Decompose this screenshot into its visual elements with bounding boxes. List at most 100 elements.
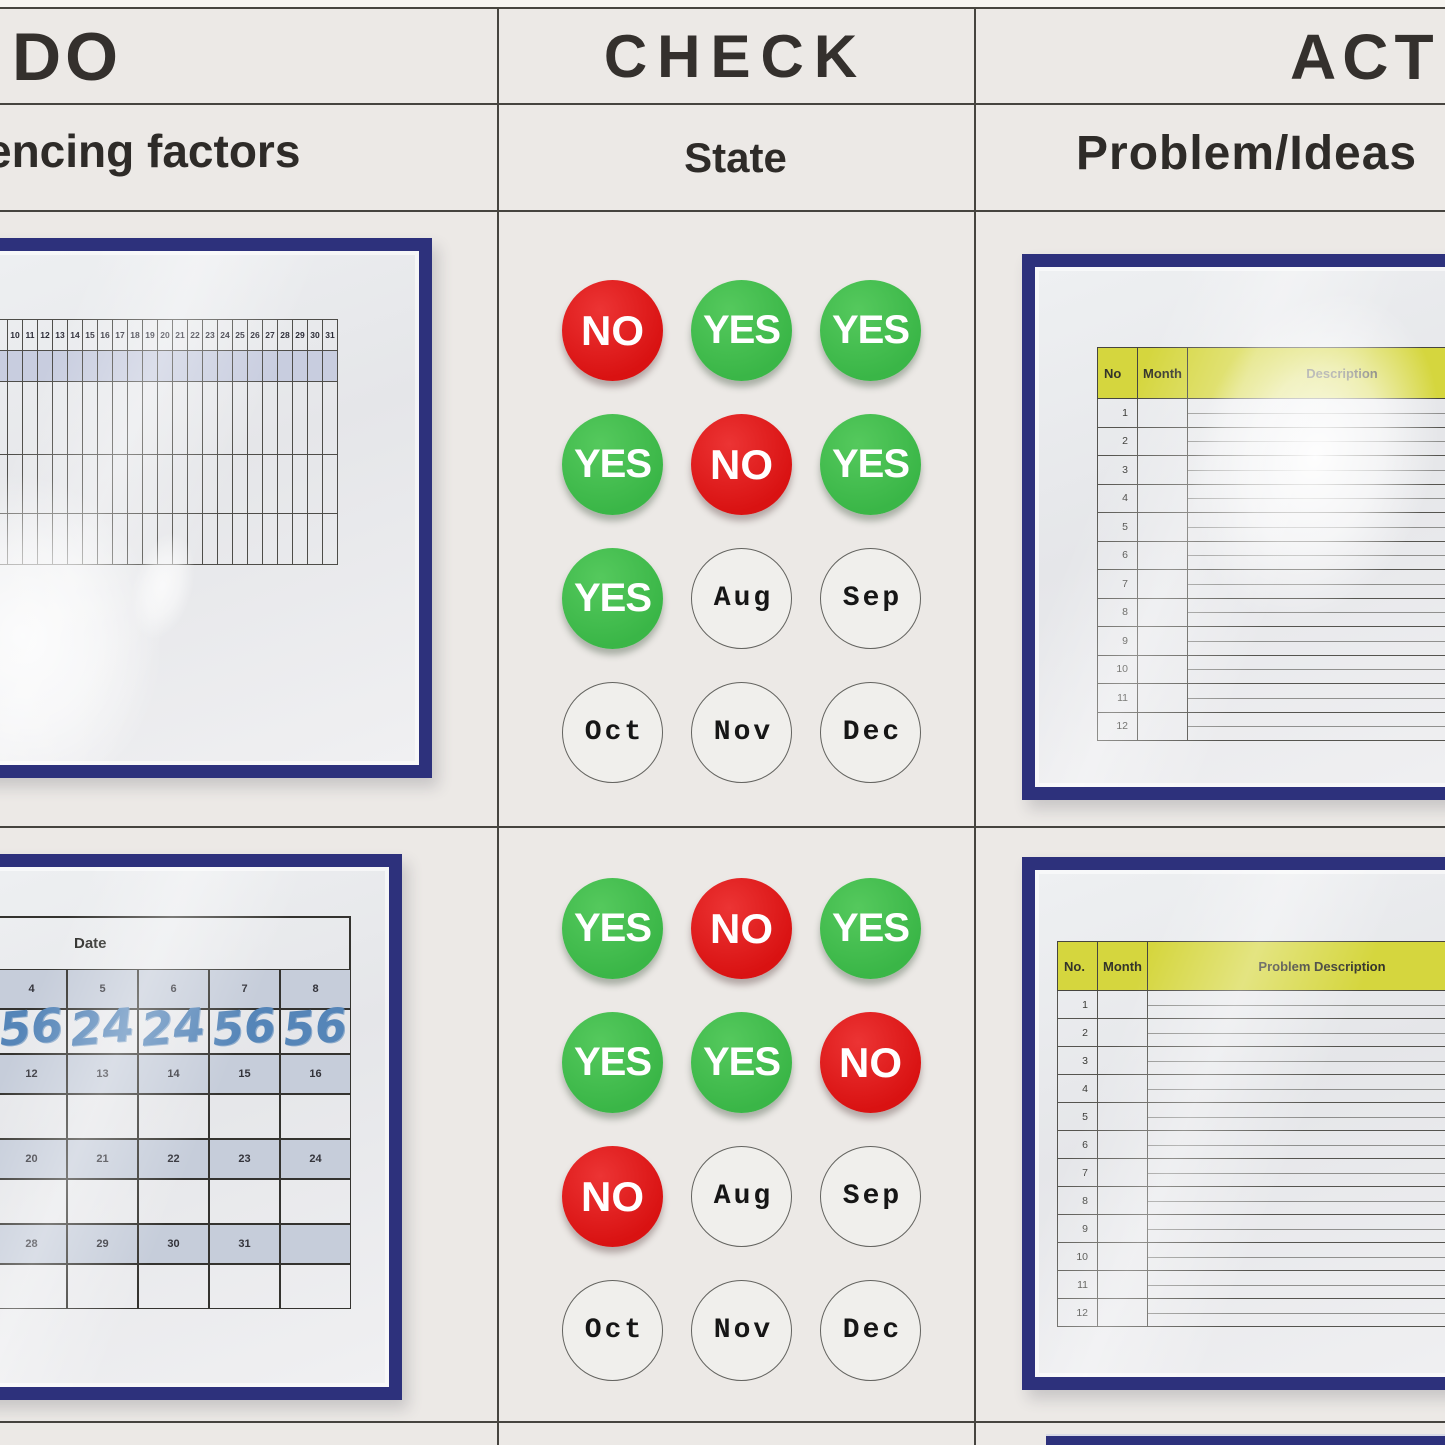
partial-frame-edge bbox=[1046, 1434, 1445, 1445]
yes-magnet[interactable]: YES bbox=[562, 1012, 663, 1113]
act-bottom-document-frame: No. Month Problem Description 1 2 3 4 5 6 7 8 9 10 11… bbox=[1022, 857, 1445, 1390]
description-midline bbox=[1188, 526, 1445, 528]
calendar-day-cell: 30 bbox=[138, 1224, 209, 1264]
no-magnet[interactable]: NO bbox=[562, 280, 663, 381]
table-header-row: No Month Description bbox=[1097, 347, 1445, 399]
no-magnet[interactable]: NO bbox=[691, 878, 792, 979]
description-midline bbox=[1188, 726, 1445, 728]
yes-magnet[interactable]: YES bbox=[820, 414, 921, 515]
yes-magnet[interactable]: YES bbox=[562, 414, 663, 515]
no-magnet[interactable]: NO bbox=[691, 414, 792, 515]
calendar-entry-cell bbox=[67, 1264, 138, 1309]
grid-cell bbox=[308, 382, 323, 454]
no-magnet[interactable]: NO bbox=[820, 1012, 921, 1113]
calendar-entry-cell bbox=[138, 1094, 209, 1139]
grid-cell bbox=[0, 455, 8, 513]
description-cell bbox=[1148, 1103, 1445, 1130]
day-cell: 22 bbox=[188, 320, 203, 350]
table-row: 6 bbox=[1097, 541, 1445, 570]
grid-row bbox=[0, 514, 338, 565]
board-line-horizontal bbox=[0, 7, 1445, 9]
calendar-entry-cell bbox=[280, 1179, 351, 1224]
description-cell bbox=[1188, 656, 1445, 684]
grid-cell bbox=[143, 514, 158, 564]
grid-cell bbox=[68, 382, 83, 454]
description-cell bbox=[1188, 713, 1445, 741]
calendar-entry-cell bbox=[138, 1264, 209, 1309]
yes-magnet[interactable]: YES bbox=[820, 878, 921, 979]
day-cell: 23 bbox=[203, 320, 218, 350]
act-bottom-paper: No. Month Problem Description 1 2 3 4 5 6 7 8 9 10 11… bbox=[1035, 870, 1445, 1377]
calendar-entry-cell: 56 bbox=[209, 997, 280, 1057]
grid-cell bbox=[308, 351, 323, 381]
yes-magnet[interactable]: YES bbox=[691, 1012, 792, 1113]
yes-magnet[interactable]: YES bbox=[820, 280, 921, 381]
grid-cell bbox=[68, 351, 83, 381]
description-cell bbox=[1148, 1243, 1445, 1270]
grid-cell bbox=[8, 382, 23, 454]
yes-magnet[interactable]: YES bbox=[562, 878, 663, 979]
grid-cell bbox=[263, 455, 278, 513]
yes-magnet[interactable]: YES bbox=[562, 548, 663, 649]
description-cell bbox=[1188, 599, 1445, 627]
table-row: 5 bbox=[1057, 1103, 1445, 1131]
yes-magnet[interactable]: YES bbox=[691, 280, 792, 381]
description-midline bbox=[1148, 1032, 1445, 1034]
month-cell bbox=[1138, 570, 1188, 598]
grid-cell bbox=[233, 455, 248, 513]
table-row: 11 bbox=[1057, 1271, 1445, 1299]
month-cell bbox=[1098, 991, 1148, 1018]
grid-cell bbox=[323, 351, 338, 381]
grid-cell bbox=[68, 514, 83, 564]
grid-cell bbox=[158, 514, 173, 564]
grid-cell bbox=[143, 351, 158, 381]
grid-cell bbox=[158, 351, 173, 381]
status-row: YES Aug Sep bbox=[562, 548, 921, 649]
day-cell: 28 bbox=[278, 320, 293, 350]
table-row: 7 bbox=[1097, 570, 1445, 599]
grid-cell bbox=[0, 351, 8, 381]
month-slot-sep: Sep bbox=[820, 1146, 921, 1247]
month-slot-dec: Dec bbox=[820, 1280, 921, 1381]
description-midline bbox=[1148, 1256, 1445, 1258]
description-midline bbox=[1148, 1200, 1445, 1202]
status-row: YES YES NO bbox=[562, 1012, 921, 1113]
description-cell bbox=[1188, 399, 1445, 427]
month-slot-aug: Aug bbox=[691, 548, 792, 649]
description-midline bbox=[1188, 555, 1445, 557]
description-midline bbox=[1148, 1312, 1445, 1314]
calendar-entry-cell: 56 bbox=[0, 997, 67, 1057]
month-cell bbox=[1138, 684, 1188, 712]
day-cell: 24 bbox=[218, 320, 233, 350]
grid-cell bbox=[98, 514, 113, 564]
calendar-day-cell: 8 bbox=[280, 969, 351, 1009]
calendar-entry-cell bbox=[209, 1179, 280, 1224]
description-cell bbox=[1148, 1271, 1445, 1298]
grid-cell bbox=[218, 455, 233, 513]
calendar-entry-cell bbox=[0, 1094, 67, 1139]
table-row: 9 bbox=[1057, 1215, 1445, 1243]
calendar-entry-cell: 56 bbox=[280, 997, 351, 1057]
grid-cell bbox=[113, 455, 128, 513]
calendar-day-cell: 12 bbox=[0, 1054, 67, 1094]
month-slot-nov: Nov bbox=[691, 682, 792, 783]
grid-cell bbox=[0, 382, 8, 454]
grid-cell bbox=[278, 382, 293, 454]
table-row: 8 bbox=[1097, 598, 1445, 627]
day-cell: 10 bbox=[8, 320, 23, 350]
grid-cell bbox=[173, 455, 188, 513]
do-bottom-document-frame: Date 4 5 6 7 8 56 24 24 56 56 12 13 14 15 16 20 21 22 23 24 2… bbox=[0, 854, 402, 1400]
description-cell bbox=[1148, 1215, 1445, 1242]
description-cell bbox=[1188, 485, 1445, 513]
row-number-cell: 7 bbox=[1098, 570, 1138, 598]
day-number-row: 10 11 12 13 14 15 16 17 18 19 20 21 22 23 24 25 26 27 28 29… bbox=[0, 319, 338, 351]
table-row: 12 bbox=[1097, 712, 1445, 741]
no-magnet[interactable]: NO bbox=[562, 1146, 663, 1247]
calendar-entry-cell bbox=[280, 1264, 351, 1309]
description-cell bbox=[1148, 1075, 1445, 1102]
calendar-day-cell: 22 bbox=[138, 1139, 209, 1179]
grid-row bbox=[0, 351, 338, 382]
description-table: No Month Description 1 2 3 4 5 6 7 8 9 10 11 12 bbox=[1097, 347, 1445, 741]
grid-cell bbox=[38, 382, 53, 454]
